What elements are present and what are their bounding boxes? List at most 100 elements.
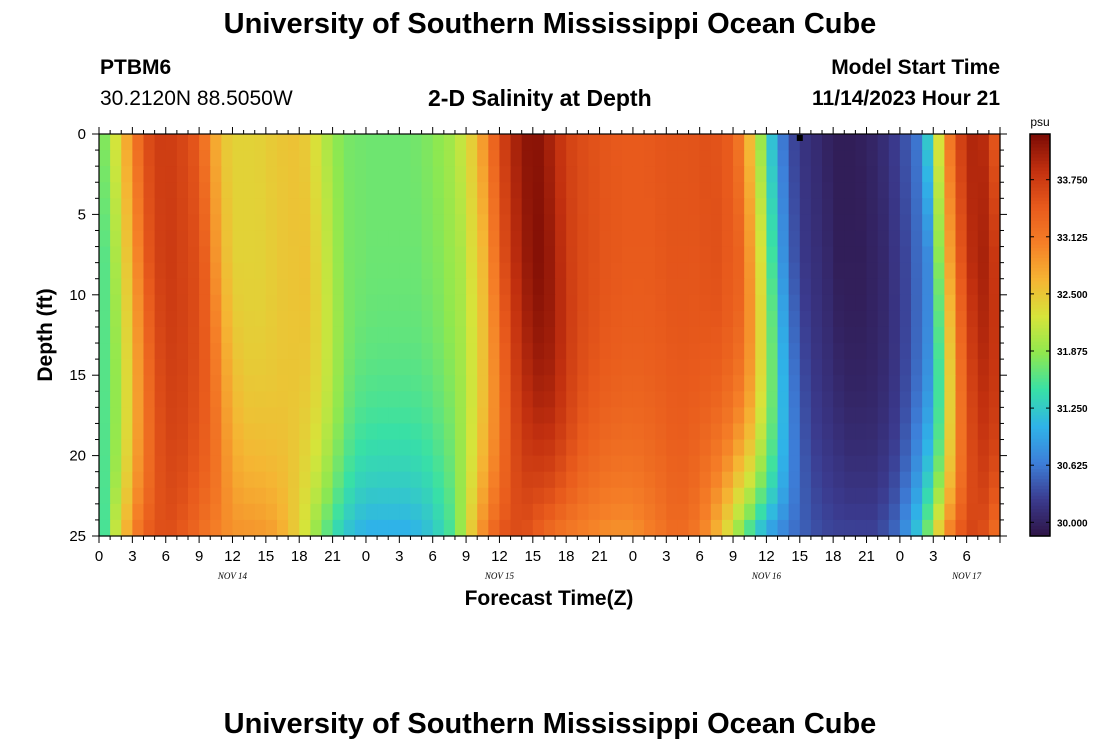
heatmap-cell bbox=[454, 423, 467, 441]
heatmap-cell bbox=[176, 134, 189, 151]
heatmap-cell bbox=[466, 407, 478, 425]
heatmap-cell bbox=[187, 134, 200, 151]
heatmap-cell bbox=[799, 294, 812, 312]
heatmap-cell bbox=[666, 487, 679, 505]
heatmap-cell bbox=[365, 278, 378, 296]
heatmap-cell bbox=[844, 391, 856, 408]
heatmap-cell bbox=[421, 471, 434, 489]
heatmap-cell bbox=[299, 407, 311, 425]
heatmap-cell bbox=[755, 150, 767, 167]
heatmap-cell bbox=[421, 455, 434, 473]
heatmap-cell bbox=[844, 134, 856, 151]
heatmap-cell bbox=[644, 246, 656, 264]
heatmap-cell bbox=[799, 198, 812, 215]
heatmap-cell bbox=[621, 343, 634, 360]
heatmap-cell bbox=[321, 150, 334, 167]
heatmap-cell bbox=[577, 439, 590, 457]
x-axis: 0 3 6 9 12 15 18 21 0 3 6 9 12 15 18 21 0 3 6 9 12 15 18 21 0 3 6N… bbox=[95, 127, 1001, 581]
heatmap-cell bbox=[677, 471, 690, 489]
colorbar-segment bbox=[1030, 499, 1050, 504]
heatmap-cell bbox=[365, 359, 378, 376]
heatmap-cell bbox=[899, 471, 912, 489]
heatmap-cell bbox=[566, 359, 578, 376]
heatmap-cell bbox=[477, 487, 489, 505]
heatmap-cell bbox=[543, 134, 556, 151]
heatmap-cell bbox=[276, 198, 289, 215]
heatmap-cell bbox=[599, 246, 612, 264]
heatmap-cell bbox=[721, 359, 734, 376]
heatmap-cell bbox=[377, 278, 389, 296]
heatmap-cell bbox=[377, 503, 389, 521]
heatmap-cell bbox=[655, 359, 667, 376]
heatmap-cell bbox=[655, 262, 667, 280]
heatmap-cell bbox=[254, 503, 267, 521]
heatmap-cell bbox=[521, 391, 534, 408]
heatmap-cell bbox=[666, 439, 679, 457]
heatmap-cell bbox=[677, 407, 690, 425]
heatmap-cell bbox=[566, 471, 578, 489]
heatmap-cell bbox=[187, 294, 200, 312]
colorbar-segment bbox=[1030, 291, 1050, 296]
heatmap-cell bbox=[877, 326, 890, 344]
heatmap-cell bbox=[187, 198, 200, 215]
heatmap-cell bbox=[143, 407, 156, 425]
heatmap-cell bbox=[521, 262, 534, 280]
heatmap-cell bbox=[532, 166, 545, 183]
heatmap-cell bbox=[799, 150, 812, 167]
colorbar-segment bbox=[1030, 154, 1050, 159]
heatmap-cell bbox=[499, 343, 512, 360]
heatmap-cell bbox=[121, 134, 133, 151]
colorbar-segment bbox=[1030, 435, 1050, 440]
colorbar-segment bbox=[1030, 184, 1050, 189]
heatmap-cell bbox=[154, 310, 167, 328]
colorbar-segment bbox=[1030, 391, 1050, 396]
heatmap-cell bbox=[176, 487, 189, 505]
heatmap-cell bbox=[310, 439, 323, 457]
colorbar-segment bbox=[1030, 150, 1050, 155]
colorbar-segment bbox=[1030, 522, 1050, 527]
heatmap-cell bbox=[966, 407, 979, 425]
heatmap-cell bbox=[599, 519, 612, 537]
heatmap-cell bbox=[822, 503, 834, 521]
heatmap-cell bbox=[288, 246, 300, 264]
heatmap-cell bbox=[899, 359, 912, 376]
heatmap-cell bbox=[844, 359, 856, 376]
heatmap-cell bbox=[499, 471, 512, 489]
heatmap-cell bbox=[610, 439, 623, 457]
heatmap-cell bbox=[632, 487, 645, 505]
heatmap-cell bbox=[132, 182, 145, 199]
heatmap-cell bbox=[454, 487, 467, 505]
heatmap-cell bbox=[666, 343, 679, 360]
heatmap-cell bbox=[199, 150, 211, 167]
heatmap-cell bbox=[187, 471, 200, 489]
heatmap-cell bbox=[733, 487, 745, 505]
heatmap-cell bbox=[988, 487, 1001, 505]
heatmap-cell bbox=[365, 182, 378, 199]
heatmap-cell bbox=[855, 455, 868, 473]
heatmap-cell bbox=[399, 246, 412, 264]
heatmap-cell bbox=[888, 246, 901, 264]
heatmap-cell bbox=[944, 166, 957, 183]
heatmap-cell bbox=[165, 471, 178, 489]
heatmap-cell bbox=[955, 214, 968, 232]
heatmap-cell bbox=[443, 134, 456, 151]
heatmap-cell bbox=[766, 375, 779, 392]
heatmap-cell bbox=[488, 326, 501, 344]
heatmap-cell bbox=[744, 359, 756, 376]
heatmap-cell bbox=[899, 487, 912, 505]
heatmap-cell bbox=[499, 455, 512, 473]
heatmap-cell bbox=[810, 423, 823, 441]
heatmap-cell bbox=[132, 166, 145, 183]
colorbar-segment bbox=[1030, 221, 1050, 226]
heatmap-cell bbox=[265, 278, 278, 296]
heatmap-cell bbox=[688, 198, 701, 215]
heatmap-cell bbox=[210, 455, 222, 473]
heatmap-cell bbox=[710, 326, 723, 344]
heatmap-cell bbox=[121, 198, 133, 215]
heatmap-cell bbox=[621, 375, 634, 392]
heatmap-cell bbox=[110, 150, 122, 167]
x-tick-label: 21 bbox=[324, 548, 341, 565]
heatmap-cell bbox=[321, 134, 334, 151]
heatmap-cell bbox=[354, 471, 367, 489]
heatmap-cell bbox=[822, 471, 834, 489]
